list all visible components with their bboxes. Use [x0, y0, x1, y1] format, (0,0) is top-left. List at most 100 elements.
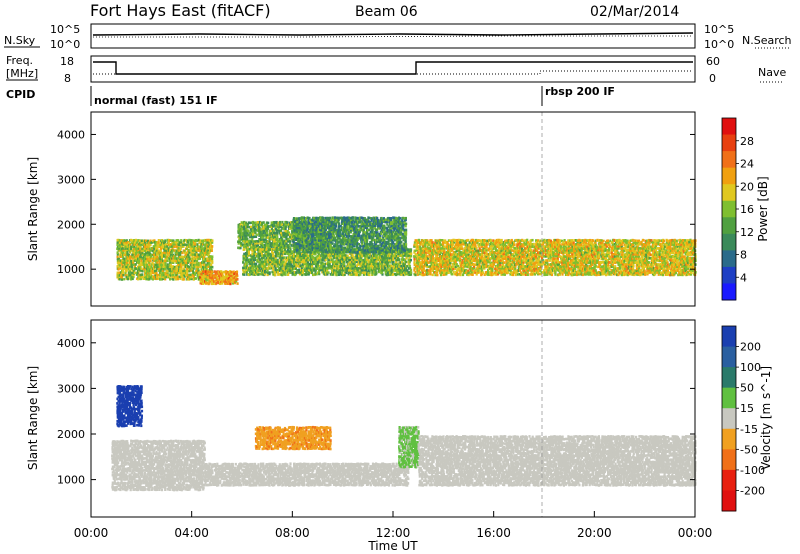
- range-cell: [128, 253, 131, 257]
- range-cell: [132, 269, 135, 273]
- range-cell: [179, 267, 182, 271]
- range-cell: [165, 265, 168, 268]
- range-cell: [172, 249, 175, 252]
- range-cell: [171, 251, 174, 254]
- range-cell: [135, 271, 138, 275]
- range-cell: [119, 243, 122, 247]
- range-cell: [172, 257, 175, 260]
- range-cell: [182, 245, 185, 248]
- range-cell: [135, 257, 138, 260]
- range-cell: [121, 269, 125, 273]
- range-cell: [161, 251, 164, 255]
- range-cell: [152, 251, 156, 254]
- range-cell: [116, 271, 119, 275]
- range-cell: [173, 265, 176, 269]
- range-cell: [157, 245, 160, 248]
- range-cell: [139, 266, 142, 269]
- range-cell: [157, 253, 160, 256]
- date-title: 02/Mar/2014: [590, 4, 679, 20]
- range-cell: [186, 251, 189, 254]
- range-cell: [183, 275, 186, 278]
- range-cell: [356, 250, 359, 254]
- range-cell: [166, 238, 169, 242]
- range-cell: [133, 271, 136, 274]
- range-cell: [152, 245, 155, 248]
- range-cell: [132, 249, 135, 253]
- range-cell: [159, 263, 162, 267]
- nsky-label: N.Sky: [4, 34, 36, 47]
- range-cell: [191, 245, 194, 248]
- range-cell: [144, 275, 147, 279]
- range-cell: [175, 259, 178, 263]
- range-cell: [315, 226, 318, 230]
- range-cell: [269, 248, 272, 251]
- range-cell: [247, 225, 251, 229]
- range-cell: [154, 249, 157, 253]
- range-cell: [119, 255, 122, 259]
- range-cell: [143, 243, 146, 246]
- range-cell: [144, 274, 147, 277]
- range-cell: [164, 261, 167, 264]
- range-cell: [161, 259, 164, 263]
- range-cell: [157, 267, 160, 270]
- range-cell: [393, 250, 396, 253]
- range-cell: [150, 267, 153, 270]
- range-cell: [161, 263, 164, 267]
- range-cell: [409, 268, 413, 272]
- range-cell: [117, 263, 120, 267]
- range-cell: [136, 277, 140, 281]
- range-cell: [175, 265, 178, 268]
- range-cell: [162, 277, 165, 281]
- range-cell: [162, 272, 165, 275]
- range-cell: [130, 271, 133, 275]
- range-cell: [185, 275, 189, 278]
- range-cell: [171, 255, 174, 258]
- range-cell: [174, 253, 177, 256]
- range-cell: [251, 238, 254, 241]
- range-cell: [142, 261, 145, 265]
- range-cell: [250, 225, 253, 229]
- range-cell: [123, 259, 126, 263]
- range-cell: [116, 243, 119, 246]
- range-cell: [255, 233, 258, 237]
- range-cell: [126, 253, 129, 256]
- range-cell: [180, 250, 183, 254]
- range-cell: [141, 275, 144, 279]
- range-cell: [145, 263, 148, 267]
- range-cell: [155, 240, 158, 244]
- range-cell: [155, 247, 158, 251]
- range-cell: [179, 257, 183, 260]
- range-cell: [148, 275, 151, 278]
- range-cell: [120, 271, 123, 274]
- range-cell: [179, 249, 182, 252]
- range-cell: [137, 257, 141, 260]
- range-cell: [143, 247, 146, 251]
- range-cell: [172, 278, 175, 281]
- range-cell: [189, 268, 192, 271]
- range-cell: [169, 261, 172, 264]
- range-cell: [187, 261, 190, 264]
- range-cell: [210, 263, 213, 267]
- range-cell: [147, 246, 150, 250]
- range-cell: [133, 255, 136, 259]
- range-cell: [338, 222, 341, 225]
- range-cell: [122, 249, 125, 252]
- range-cell: [132, 275, 135, 279]
- noise-tick-low-right: 10^0: [704, 38, 734, 51]
- range-cell: [181, 251, 184, 255]
- range-cell: [170, 257, 174, 260]
- range-cell: [182, 255, 185, 259]
- range-cell: [191, 243, 194, 247]
- range-cell: [139, 268, 142, 271]
- range-cell: [125, 243, 128, 246]
- range-cell: [183, 265, 186, 268]
- range-cell: [141, 263, 144, 266]
- range-cell: [116, 251, 119, 254]
- range-cell: [155, 271, 158, 275]
- range-cell: [120, 241, 123, 244]
- range-cell: [161, 245, 164, 248]
- nave-tick-high: 60: [706, 55, 720, 68]
- range-cell: [165, 251, 168, 254]
- range-cell: [169, 243, 173, 246]
- range-cell: [282, 260, 285, 264]
